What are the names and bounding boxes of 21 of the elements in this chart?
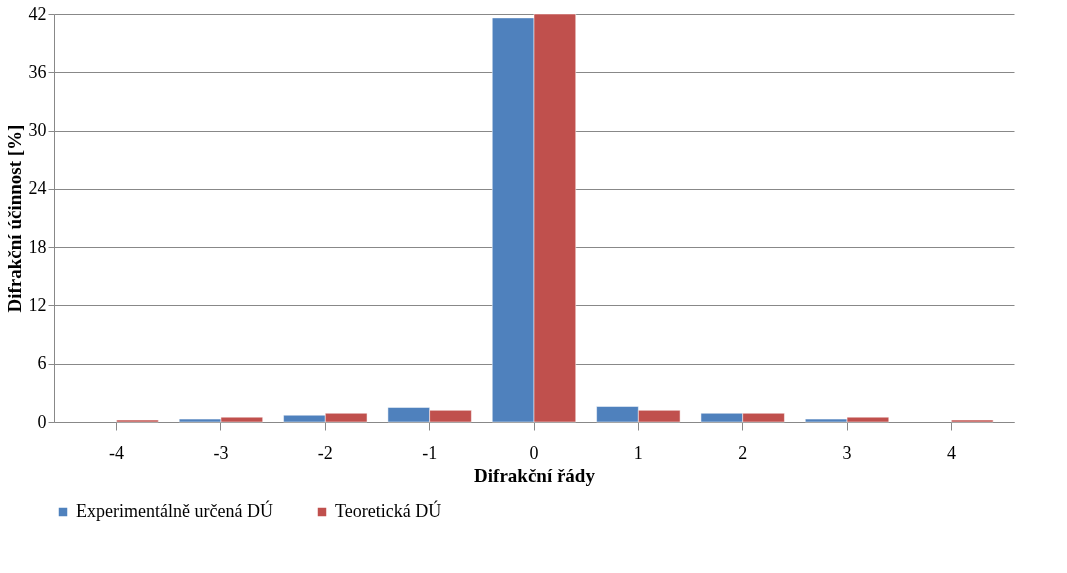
y-tick-label: 24 (28, 178, 47, 199)
x-tick-label: 4 (946, 442, 956, 463)
y-tick-label: 12 (28, 294, 47, 315)
y-tick-label: 42 (28, 3, 47, 24)
y-tick-label: 0 (37, 411, 47, 432)
x-tick-label: -1 (422, 442, 438, 463)
y-tick-label: 6 (37, 353, 47, 374)
y-tick-label: 36 (28, 61, 47, 82)
x-tick-label: 0 (529, 442, 539, 463)
y-tick-label: 30 (28, 120, 47, 141)
y-tick-label: 18 (28, 236, 47, 257)
legend-label: Experimentálně určená DÚ (76, 500, 273, 521)
legend-label: Teoretická DÚ (335, 500, 442, 521)
x-tick-label: 3 (842, 442, 852, 463)
x-tick-label: 2 (738, 442, 748, 463)
x-tick-label: -4 (109, 442, 125, 463)
y-axis-title: Difrakční účinnost [%] (3, 124, 25, 313)
x-axis-title: Difrakční řády (474, 464, 596, 486)
x-tick-label: 1 (633, 442, 643, 463)
x-tick-label: -3 (213, 442, 229, 463)
x-tick-label: -2 (317, 442, 333, 463)
